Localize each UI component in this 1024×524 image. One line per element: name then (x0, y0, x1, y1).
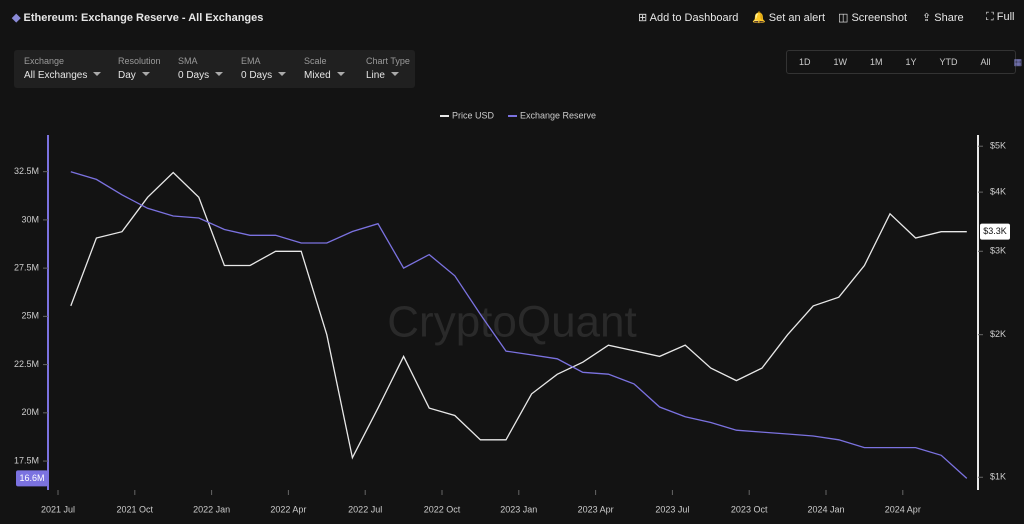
action-label: Add to Dashboard (649, 12, 739, 24)
range-button[interactable]: 1W (833, 57, 848, 67)
range-buttons: 1D 1W 1M 1Y YTD All ▦ (786, 50, 1022, 74)
range-button[interactable]: YTD (939, 57, 958, 67)
y-tick-label: 22.5M (14, 359, 39, 369)
control-value: Line (366, 70, 410, 81)
control[interactable]: Exchange All Exchanges (24, 56, 101, 81)
full[interactable]: ⛶ Full (986, 11, 1015, 23)
control-value: Mixed (304, 70, 345, 81)
x-tick-label: 2023 Oct (731, 504, 768, 514)
control-value: 0 Days (178, 70, 223, 81)
screenshot[interactable]: ◫ Screenshot (838, 12, 908, 24)
range-button[interactable]: 1M (870, 57, 883, 67)
range-button[interactable]: 1Y (905, 57, 917, 67)
series-line (70, 171, 967, 460)
control[interactable]: SMA 0 Days (178, 56, 223, 81)
y2-tick-label: $3K (990, 246, 1006, 256)
y2-tick-label: $1K (990, 472, 1006, 482)
page-title: ◆ Ethereum: Exchange Reserve - All Excha… (12, 12, 264, 24)
watermark: CryptoQuant (387, 298, 636, 347)
control-value: All Exchanges (24, 70, 101, 81)
action-label: Full (996, 11, 1015, 23)
x-tick-label: 2023 Apr (578, 504, 614, 514)
x-tick-label: 2024 Apr (885, 504, 921, 514)
value-label-box (16, 470, 48, 487)
y2-tick-label: $4K (990, 186, 1006, 196)
x-tick-label: 2024 Jan (807, 504, 844, 514)
control-panel: Exchange All Exchanges Resolution Day SMA 0 D… (14, 50, 415, 88)
control[interactable]: Scale Mixed (304, 56, 345, 81)
control-label: EMA (241, 56, 261, 66)
action-label: Share (934, 12, 964, 24)
control[interactable]: EMA 0 Days (241, 56, 286, 81)
legend-label: Price USD (452, 110, 495, 120)
x-tick-label: 2022 Jul (348, 504, 382, 514)
control-label: Resolution (118, 56, 161, 66)
series-line (70, 171, 968, 479)
y-tick-label: 27.5M (14, 263, 39, 273)
x-tick-label: 2022 Jan (193, 504, 230, 514)
control-label: Scale (304, 56, 327, 66)
range-button[interactable]: 1D (799, 57, 811, 67)
add-dashboard[interactable]: ⊞ Add to Dashboard (638, 12, 739, 24)
y-tick-label: 32.5M (14, 166, 39, 176)
x-tick-label: 2021 Oct (117, 504, 154, 514)
y2-tick-label: $2K (990, 329, 1006, 339)
x-tick-label: 2023 Jan (500, 504, 537, 514)
y-tick-label: 17.5M (14, 455, 39, 465)
control[interactable]: Chart Type Line (366, 56, 410, 81)
legend-label: Exchange Reserve (520, 110, 596, 120)
action-label: Set an alert (768, 12, 826, 24)
range-button[interactable]: All (980, 57, 991, 67)
value-label: $3.3K (983, 226, 1007, 236)
x-tick-label: 2023 Jul (655, 504, 689, 514)
control-label: SMA (178, 56, 198, 66)
set-alert[interactable]: 🔔 Set an alert (752, 12, 826, 24)
y-tick-label: 25M (21, 311, 39, 321)
control-label: Chart Type (366, 56, 410, 66)
x-tick-label: 2022 Apr (270, 504, 306, 514)
y-tick-label: 20M (21, 407, 39, 417)
title-text: Ethereum: Exchange Reserve - All Exchang… (23, 12, 264, 24)
x-tick-label: 2021 Jul (41, 504, 75, 514)
value-label-box (980, 223, 1010, 240)
control[interactable]: Resolution Day (118, 56, 161, 81)
control-value: 0 Days (241, 70, 286, 81)
calendar-button[interactable]: ▦ (1013, 56, 1023, 67)
y-tick-label: 30M (21, 214, 39, 224)
share[interactable]: ⇪ Share (922, 12, 964, 24)
value-label: 16.6M (19, 473, 44, 483)
x-tick-label: 2022 Oct (424, 504, 461, 514)
action-label: Screenshot (851, 12, 908, 24)
control-value: Day (118, 70, 161, 81)
y2-tick-label: $5K (990, 141, 1006, 151)
control-label: Exchange (24, 56, 65, 66)
